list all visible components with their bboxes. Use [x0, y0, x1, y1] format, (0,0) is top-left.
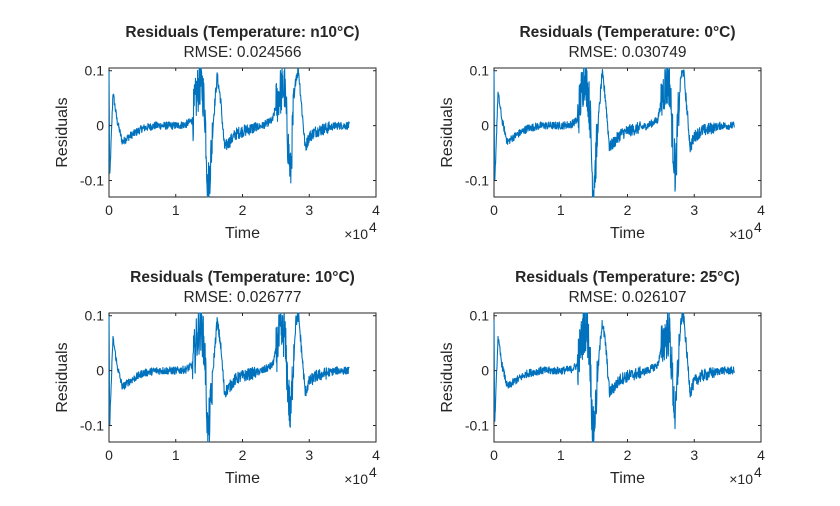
- x-tick-label: 3: [690, 202, 698, 218]
- x-exponent-power: 4: [369, 464, 377, 480]
- subplot-subtitle: RMSE: 0.026107: [568, 289, 686, 306]
- x-tick-label: 4: [757, 202, 765, 218]
- y-tick-label: 0.1: [470, 308, 490, 324]
- x-tick-label: 3: [305, 447, 313, 463]
- y-tick-label: 0.1: [85, 63, 105, 79]
- residual-series-line: [493, 67, 735, 198]
- x-tick-label: 2: [624, 447, 632, 463]
- x-tick-label: 2: [239, 447, 247, 463]
- x-exponent-power: 4: [754, 464, 762, 480]
- subplot-title: Residuals (Temperature: 25°C): [515, 269, 740, 286]
- x-tick-label: 4: [372, 447, 380, 463]
- x-tick-label: 1: [557, 202, 565, 218]
- x-tick-label: 2: [239, 202, 247, 218]
- subplot-title: Residuals (Temperature: n10°C): [125, 24, 359, 41]
- x-tick-label: 0: [490, 447, 498, 463]
- subplot-title: Residuals (Temperature: 10°C): [130, 269, 355, 286]
- x-axis-label: Time: [610, 470, 645, 487]
- x-exponent-label: ×10: [729, 226, 753, 242]
- subplot-subtitle: RMSE: 0.024566: [183, 44, 301, 61]
- x-exponent-label: ×10: [729, 471, 753, 487]
- x-tick-label: 1: [172, 202, 180, 218]
- x-exponent-power: 4: [369, 219, 377, 235]
- x-tick-label: 2: [624, 202, 632, 218]
- x-tick-label: 0: [490, 202, 498, 218]
- x-tick-label: 3: [305, 202, 313, 218]
- x-tick-label: 3: [690, 447, 698, 463]
- x-exponent-label: ×10: [344, 471, 368, 487]
- x-axis-label: Time: [225, 470, 260, 487]
- y-tick-label: 0: [481, 118, 489, 134]
- y-axis-label: Residuals: [54, 97, 71, 167]
- y-tick-label: -0.1: [465, 418, 489, 434]
- x-tick-label: 0: [105, 447, 113, 463]
- residual-series-line: [493, 312, 735, 443]
- x-tick-label: 4: [372, 202, 380, 218]
- subplot-subtitle: RMSE: 0.026777: [183, 289, 301, 306]
- y-tick-label: -0.1: [80, 173, 104, 189]
- x-tick-label: 1: [172, 447, 180, 463]
- y-tick-label: -0.1: [80, 418, 104, 434]
- x-tick-label: 0: [105, 202, 113, 218]
- y-axis-label: Residuals: [439, 97, 456, 167]
- y-tick-label: 0.1: [470, 63, 490, 79]
- x-axis-label: Time: [610, 225, 645, 242]
- subplot-title: Residuals (Temperature: 0°C): [519, 24, 735, 41]
- subplot-4: Residuals (Temperature: 25°C) RMSE: 0.026…: [439, 269, 765, 487]
- y-tick-label: 0: [96, 363, 104, 379]
- y-axis-label: Residuals: [54, 342, 71, 412]
- residual-series-line: [108, 312, 350, 443]
- x-tick-label: 1: [557, 447, 565, 463]
- subplot-3: Residuals (Temperature: 10°C) RMSE: 0.026…: [54, 269, 380, 487]
- x-tick-label: 4: [757, 447, 765, 463]
- x-exponent-label: ×10: [344, 226, 368, 242]
- y-tick-label: 0.1: [85, 308, 105, 324]
- y-tick-label: 0: [481, 363, 489, 379]
- subplot-2: Residuals (Temperature: 0°C) RMSE: 0.0307…: [439, 24, 765, 242]
- y-tick-label: 0: [96, 118, 104, 134]
- y-tick-label: -0.1: [465, 173, 489, 189]
- x-exponent-power: 4: [754, 219, 762, 235]
- subplot-1: Residuals (Temperature: n10°C) RMSE: 0.02…: [54, 24, 380, 242]
- x-axis-label: Time: [225, 225, 260, 242]
- subplot-subtitle: RMSE: 0.030749: [568, 44, 686, 61]
- residual-series-line: [108, 67, 350, 198]
- y-axis-label: Residuals: [439, 342, 456, 412]
